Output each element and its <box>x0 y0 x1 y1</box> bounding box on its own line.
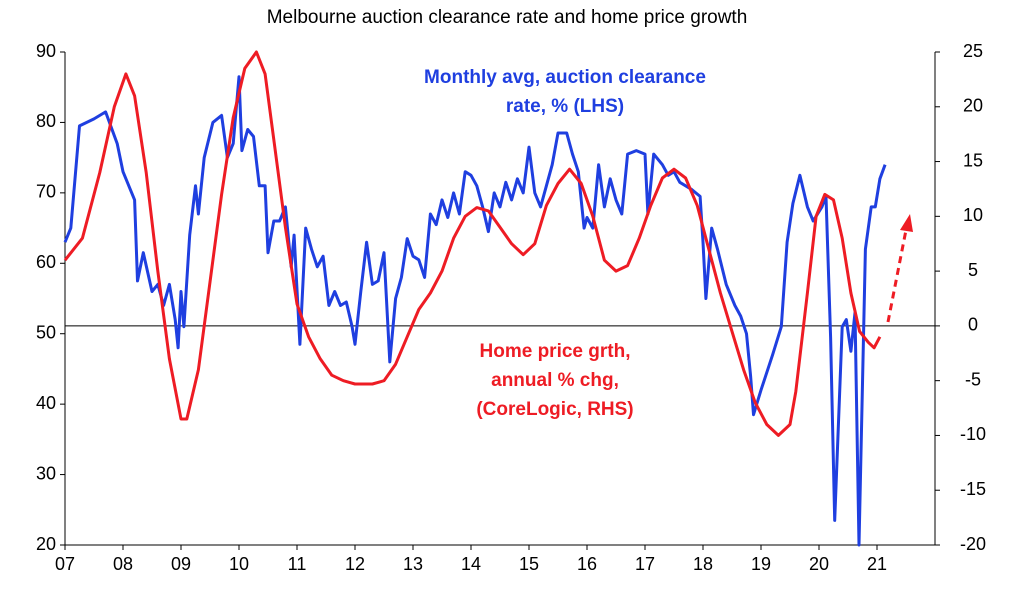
annotation: annual % chg, <box>491 370 619 391</box>
y2-tick-label: 25 <box>963 41 983 61</box>
line-series <box>63 50 882 437</box>
x-tick-label: 10 <box>229 554 249 574</box>
y2-tick-label: -15 <box>960 479 986 499</box>
y-tick-label: 40 <box>36 393 56 413</box>
y2-tick-label: 20 <box>963 96 983 116</box>
x-tick-label: 18 <box>693 554 713 574</box>
annotation: (CoreLogic, RHS) <box>476 399 633 420</box>
x-tick-label: 11 <box>288 554 307 574</box>
x-tick-label: 07 <box>55 554 75 574</box>
x-tick-label: 09 <box>171 554 191 574</box>
x-tick-label: 19 <box>751 554 771 574</box>
x-tick-label: 14 <box>461 554 481 574</box>
y2-tick-label: -20 <box>960 534 986 554</box>
arrow-head <box>900 214 913 232</box>
y2-tick-label: -10 <box>960 424 986 444</box>
x-tick-label: 08 <box>113 554 133 574</box>
y-tick-label: 80 <box>36 111 56 131</box>
y-tick-label: 70 <box>36 182 56 202</box>
x-tick-label: 20 <box>809 554 829 574</box>
annotation: Home price grth, <box>480 341 631 362</box>
x-tick-label: 21 <box>867 554 887 574</box>
y-tick-label: 90 <box>36 41 56 61</box>
y-tick-label: 30 <box>36 463 56 483</box>
y2-tick-label: 5 <box>968 260 978 280</box>
annotation: rate, % (LHS) <box>506 96 624 117</box>
y-tick-label: 20 <box>36 534 56 554</box>
y2-tick-label: -5 <box>965 369 981 389</box>
x-tick-label: 15 <box>519 554 539 574</box>
arrow <box>886 229 908 323</box>
y-tick-label: 60 <box>36 252 56 272</box>
line-series <box>63 75 887 547</box>
x-tick-label: 16 <box>577 554 597 574</box>
chart-title: Melbourne auction clearance rate and hom… <box>267 7 748 28</box>
y2-tick-label: 0 <box>968 315 978 335</box>
x-tick-label: 13 <box>403 554 423 574</box>
y-tick-label: 50 <box>36 322 56 342</box>
annotation: Monthly avg, auction clearance <box>424 67 706 88</box>
x-tick-label: 12 <box>345 554 365 574</box>
y2-tick-label: 15 <box>963 150 983 170</box>
y2-tick-label: 10 <box>963 205 983 225</box>
x-tick-label: 17 <box>635 554 655 574</box>
